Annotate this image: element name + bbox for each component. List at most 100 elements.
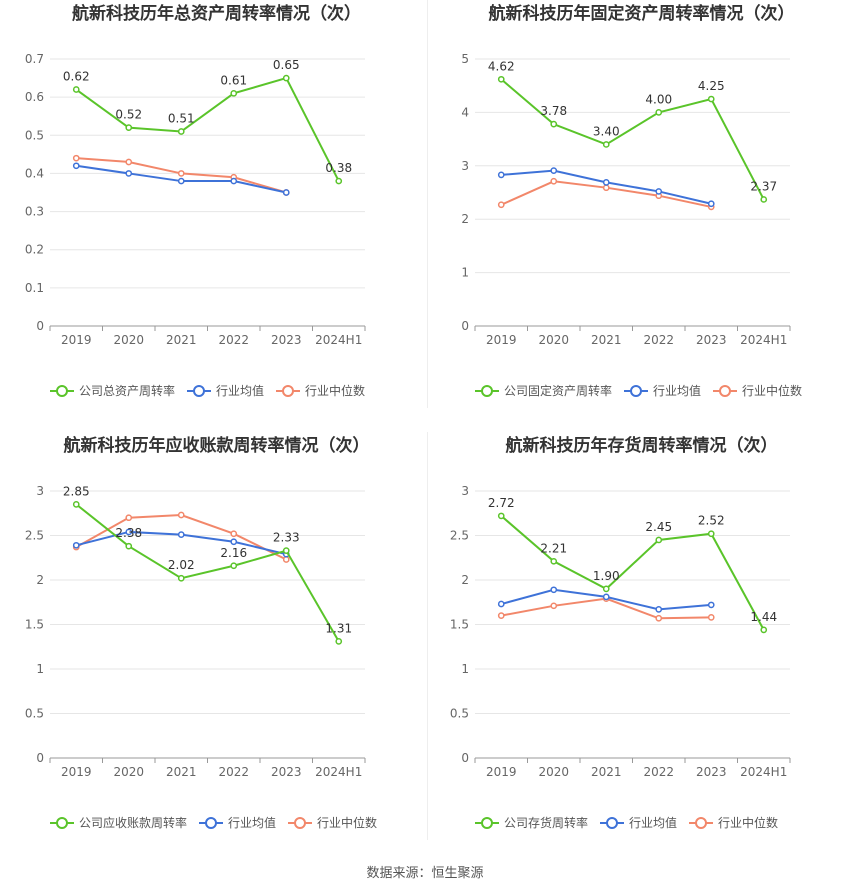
data-point-company xyxy=(550,120,558,128)
data-label: 2.16 xyxy=(220,546,247,560)
legend-swatch-marker xyxy=(630,385,642,397)
y-tick-label: 2.5 xyxy=(25,529,44,543)
y-tick-label: 2 xyxy=(36,573,44,587)
y-tick-label: 0 xyxy=(461,319,469,333)
chart-svg: 航新科技历年固定资产周转率情况（次） 0 1 2 3 4 5 2019 2020 2021 2022… xyxy=(461,3,802,398)
y-tick-label: 2 xyxy=(461,212,469,226)
x-tick-label: 2020 xyxy=(538,333,569,347)
legend-item-company[interactable]: 公司固定资产周转率 xyxy=(475,383,612,398)
y-tick-label: 1 xyxy=(461,266,469,280)
legend-swatch-marker xyxy=(56,817,68,829)
data-point-company xyxy=(497,75,505,83)
y-tick-label: 1.5 xyxy=(450,618,469,632)
legend-item-company[interactable]: 公司应收账款周转率 xyxy=(50,815,187,830)
data-label: 4.00 xyxy=(645,92,672,106)
x-tick-label: 2022 xyxy=(643,333,674,347)
y-tick-label: 0.1 xyxy=(25,281,44,295)
legend-item-median[interactable]: 行业中位数 xyxy=(288,815,377,830)
y-tick-label: 3 xyxy=(36,484,44,498)
data-point-median xyxy=(497,612,505,619)
legend-item-median[interactable]: 行业中位数 xyxy=(276,383,365,398)
data-label: 2.85 xyxy=(63,484,90,498)
data-point-company xyxy=(282,547,290,554)
x-tick-label: 2020 xyxy=(113,765,144,779)
legend-item-median[interactable]: 行业中位数 xyxy=(713,383,802,398)
data-point-median xyxy=(72,154,80,162)
data-point-company xyxy=(230,89,238,97)
x-tick-label: 2019 xyxy=(486,765,517,779)
data-point-avg xyxy=(177,177,185,185)
data-point-company xyxy=(760,196,768,203)
legend-label: 行业均值 xyxy=(228,815,276,830)
chart-panel-inventory-turnover: 航新科技历年存货周转率情况（次） 0 0.5 1 1.5 2 2.5 3 2019 2020 202… xyxy=(425,432,850,864)
legend-item-median[interactable]: 行业中位数 xyxy=(689,815,778,830)
y-tick-label: 0 xyxy=(461,751,469,765)
panel-divider xyxy=(427,432,428,840)
x-tick-label: 2023 xyxy=(271,333,302,347)
legend-label: 行业均值 xyxy=(653,383,701,398)
chart-panel-fixed-assets-turnover: 航新科技历年固定资产周转率情况（次） 0 1 2 3 4 5 2019 2020 2021 2022… xyxy=(425,0,850,432)
data-point-median xyxy=(125,158,133,166)
chart-svg: 航新科技历年总资产周转率情况（次） 0 0.1 0.2 0.3 0.4 0.5 0.6 0.7 2… xyxy=(25,3,366,398)
data-label: 2.38 xyxy=(115,526,142,540)
data-label: 2.45 xyxy=(645,520,672,534)
data-point-company xyxy=(125,124,133,132)
legend-label: 行业均值 xyxy=(216,383,264,398)
legend-item-company[interactable]: 公司总资产周转率 xyxy=(50,383,175,398)
chart-svg: 航新科技历年存货周转率情况（次） 0 0.5 1 1.5 2 2.5 3 2019 2020 202… xyxy=(450,435,791,830)
x-tick-label: 2021 xyxy=(591,333,622,347)
data-point-avg xyxy=(497,171,505,179)
data-label: 2.02 xyxy=(168,558,195,572)
x-tick-label: 2019 xyxy=(486,333,517,347)
data-point-company xyxy=(707,530,715,538)
x-tick-label: 2022 xyxy=(218,333,249,347)
data-label: 2.33 xyxy=(273,531,300,545)
x-tick-label: 2023 xyxy=(696,333,727,347)
chart-title: 航新科技历年应收账款周转率情况（次） xyxy=(64,435,370,456)
data-point-avg xyxy=(230,538,238,546)
data-label: 2.72 xyxy=(488,496,515,510)
chart-svg: 航新科技历年应收账款周转率情况（次） 0 0.5 1 1.5 2 2.5 3 2019 2020 2… xyxy=(25,435,377,830)
y-tick-label: 0.5 xyxy=(25,128,44,142)
series-line-company xyxy=(500,515,765,631)
legend-item-avg[interactable]: 行业均值 xyxy=(199,815,276,830)
y-tick-label: 5 xyxy=(461,52,469,66)
data-point-median xyxy=(550,602,558,610)
legend-swatch-marker xyxy=(294,817,306,829)
data-point-company xyxy=(335,177,343,185)
data-point-company xyxy=(282,74,290,82)
legend-swatch-marker xyxy=(481,817,493,829)
x-tick-label: 2023 xyxy=(271,765,302,779)
data-label: 1.31 xyxy=(325,621,352,635)
data-point-company xyxy=(550,557,558,565)
x-tick-label: 2024H1 xyxy=(315,333,362,347)
legend-item-avg[interactable]: 行业均值 xyxy=(187,383,264,398)
x-tick-label: 2020 xyxy=(113,333,144,347)
legend-item-company[interactable]: 公司存货周转率 xyxy=(475,815,588,830)
y-tick-label: 1 xyxy=(461,662,469,676)
x-tick-label: 2021 xyxy=(166,333,197,347)
legend-swatch-marker xyxy=(719,385,731,397)
data-point-median xyxy=(707,614,715,621)
legend-item-avg[interactable]: 行业均值 xyxy=(600,815,677,830)
legend-item-avg[interactable]: 行业均值 xyxy=(624,383,701,398)
y-tick-label: 0.5 xyxy=(450,707,469,721)
data-point-company xyxy=(655,109,663,116)
y-tick-label: 0 xyxy=(36,751,44,765)
y-tick-label: 0.3 xyxy=(25,205,44,219)
data-point-median xyxy=(177,170,185,177)
data-label: 0.52 xyxy=(115,108,142,122)
data-point-avg xyxy=(125,170,133,177)
y-tick-label: 0.2 xyxy=(25,243,44,257)
data-point-avg xyxy=(550,167,558,174)
x-tick-label: 2021 xyxy=(591,765,622,779)
data-point-avg xyxy=(177,531,185,538)
data-point-avg xyxy=(125,528,133,536)
data-point-avg xyxy=(707,200,715,208)
legend-label: 行业中位数 xyxy=(317,815,377,830)
legend-swatch-marker xyxy=(481,385,493,397)
data-point-median xyxy=(497,201,505,209)
series-line-company xyxy=(75,503,340,642)
x-tick-label: 2019 xyxy=(61,333,92,347)
legend-label: 公司存货周转率 xyxy=(504,815,588,830)
